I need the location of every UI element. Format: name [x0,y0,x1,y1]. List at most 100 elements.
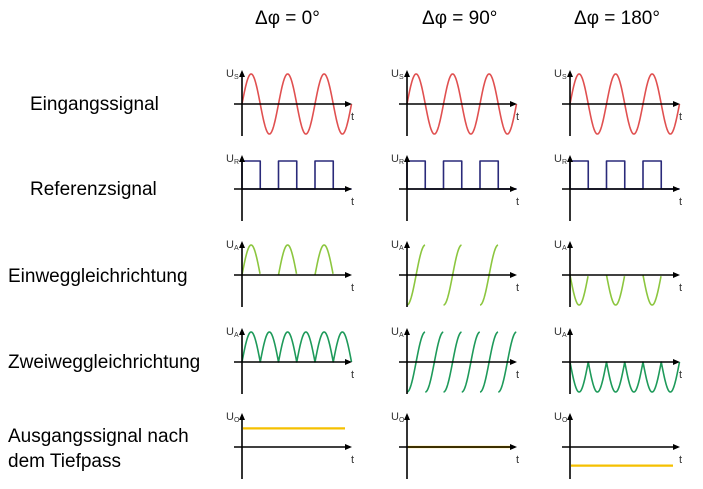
time-label-0-0: t [351,111,354,123]
axis-label-2-2: U [554,239,562,251]
halfwave-segment-2-1 [605,274,626,306]
axis-sub-4-1: O [399,417,405,424]
halfwave-segment-2-0 [569,274,589,306]
axis-label-0-2: U [554,68,562,80]
halfwave-segment-2-2 [642,274,662,306]
row-label-output: Ausgangssignal nach dem Tiefpass [8,424,189,474]
column-header-0: Δφ = 0° [255,8,320,29]
row-label-output-line1: Ausgangssignal nach [8,426,189,447]
time-label-3-2: t [679,369,682,381]
x-axis-arrow-1-1 [510,186,517,192]
row-label-reference: Referenzsignal [30,177,157,202]
axis-label-2-0: U [226,239,234,251]
y-axis-arrow-4-2 [567,413,573,420]
axis-sub-0-0: S [234,74,239,81]
row-label-input-text: Eingangssignal [30,94,159,115]
axis-label-1-2: U [554,153,562,165]
halfwave-segment-0-0 [241,244,261,276]
axis-sub-3-2: A [562,332,567,339]
x-axis-arrow-3-0 [345,359,352,365]
axis-label-4-0: U [226,411,234,423]
axis-label-4-1: U [391,411,399,423]
y-axis-arrow-2-1 [404,241,410,248]
axis-label-4-2: U [554,411,562,423]
time-label-0-2: t [679,111,682,123]
x-axis-arrow-1-0 [345,186,352,192]
axis-sub-3-0: A [234,332,239,339]
row-label-reference-text: Referenzsignal [30,179,157,200]
time-label-3-1: t [516,369,519,381]
square-wave-0 [241,160,352,190]
y-axis-arrow-3-2 [567,328,573,335]
y-axis-arrow-1-2 [567,155,573,162]
time-label-2-2: t [679,282,682,294]
y-axis-arrow-4-0 [239,413,245,420]
row-label-fullwave: Zweiweggleichrichtung [8,350,200,375]
time-label-4-1: t [516,454,519,466]
time-label-1-1: t [516,196,519,208]
time-label-4-0: t [351,454,354,466]
axis-label-3-0: U [226,326,234,338]
time-label-4-2: t [679,454,682,466]
y-axis-arrow-0-1 [404,70,410,77]
axis-sub-0-2: S [562,74,567,81]
x-axis-arrow-3-1 [510,359,517,365]
axis-label-3-1: U [391,326,399,338]
halfwave-segment-0-1 [277,244,298,276]
x-axis-arrow-2-2 [673,272,680,278]
y-axis-arrow-0-2 [567,70,573,77]
axis-sub-1-1: R [399,159,404,166]
axis-sub-1-2: R [562,159,567,166]
axis-sub-0-1: S [399,74,404,81]
axis-label-3-2: U [554,326,562,338]
x-axis-arrow-0-2 [673,101,680,107]
x-axis-arrow-0-0 [345,101,352,107]
axis-sub-3-1: A [399,332,404,339]
row-label-input: Eingangssignal [30,92,159,117]
y-axis-arrow-1-1 [404,155,410,162]
y-axis-arrow-2-0 [239,241,245,248]
fullwave-segment-0-0 [241,331,353,363]
row-label-halfwave: Einweggleichrichtung [8,264,188,289]
y-axis-arrow-2-2 [567,241,573,248]
time-label-2-0: t [351,282,354,294]
axis-sub-2-0: A [234,245,239,252]
axis-sub-4-2: O [562,417,568,424]
axis-label-0-1: U [391,68,399,80]
axis-label-0-0: U [226,68,234,80]
row-label-fullwave-text: Zweiweggleichrichtung [8,352,201,373]
time-label-3-0: t [351,369,354,381]
y-axis-arrow-3-1 [404,328,410,335]
x-axis-arrow-0-1 [510,101,517,107]
time-label-1-0: t [351,196,354,208]
x-axis-arrow-4-0 [345,444,352,450]
y-axis-arrow-3-0 [239,328,245,335]
axis-label-2-1: U [391,239,399,251]
square-wave-2 [569,160,680,190]
column-header-90: Δφ = 90° [422,8,498,29]
axis-label-1-0: U [226,153,234,165]
x-axis-arrow-4-2 [673,444,680,450]
row-label-output-line2: dem Tiefpass [8,451,121,472]
axis-sub-4-0: O [234,417,240,424]
time-label-1-2: t [679,196,682,208]
y-axis-arrow-1-0 [239,155,245,162]
axis-sub-1-0: R [234,159,239,166]
time-label-0-1: t [516,111,519,123]
x-axis-arrow-4-1 [510,444,517,450]
x-axis-arrow-1-2 [673,186,680,192]
y-axis-arrow-0-0 [239,70,245,77]
x-axis-arrow-2-0 [345,272,352,278]
halfwave-segment-0-2 [314,244,334,276]
y-axis-arrow-4-1 [404,413,410,420]
column-header-180: Δφ = 180° [574,8,660,29]
fullwave-segment-2-0 [569,361,681,393]
row-label-halfwave-text: Einweggleichrichtung [8,266,188,287]
x-axis-arrow-3-2 [673,359,680,365]
axis-label-1-1: U [391,153,399,165]
axis-sub-2-1: A [399,245,404,252]
x-axis-arrow-2-1 [510,272,517,278]
square-wave-1 [406,160,517,190]
